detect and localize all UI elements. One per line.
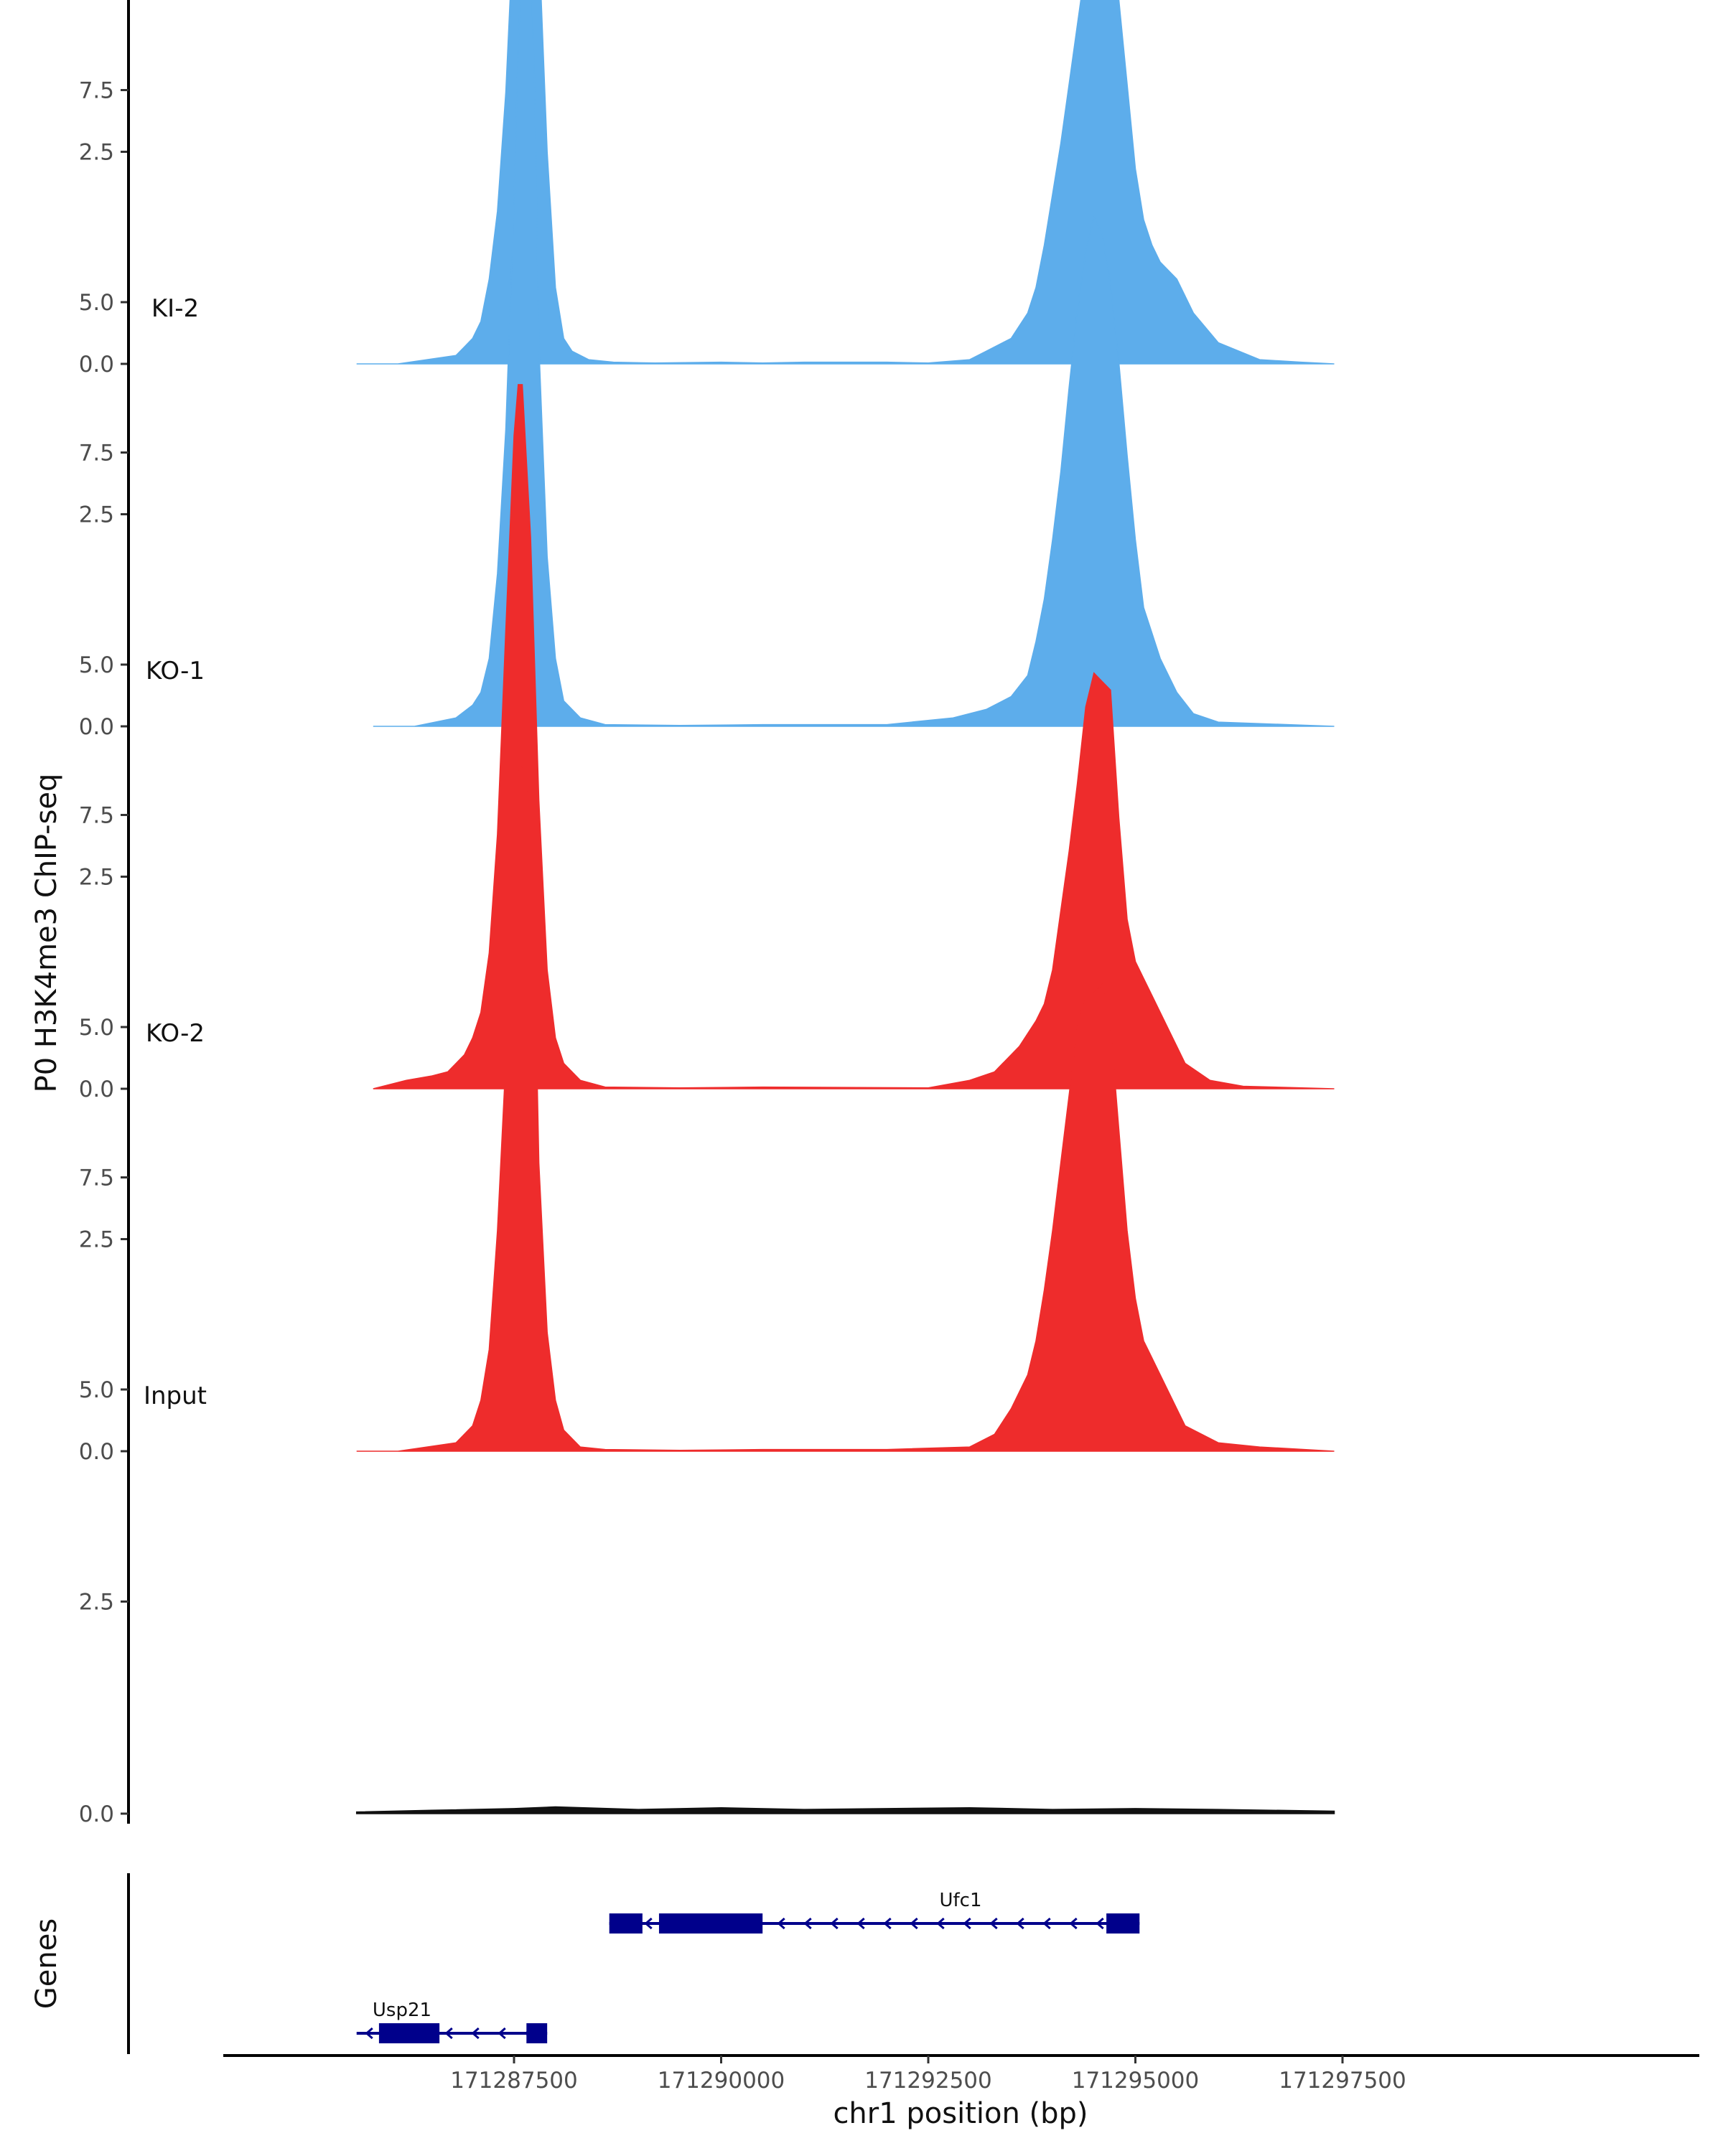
strand-arrow <box>910 1917 918 1930</box>
x-axis: 171287500 171290000 171292500 171295000 1712… <box>223 2054 1699 2094</box>
gene-name: Usp21 <box>373 2000 431 2021</box>
track-ko-1: 0.0 2.5 5.0 7.5 KO-1 <box>79 268 1335 1102</box>
strand-arrow <box>498 2027 506 2040</box>
signal-tracks: 0.02.55.07.5KI-10.02.55.07.5KI-20.02.55.… <box>79 0 1335 1827</box>
strand-arrow <box>1042 1917 1051 1930</box>
track-label: KO-2 <box>146 1019 205 1048</box>
gene-name: Ufc1 <box>939 1890 981 1911</box>
x-axis-title: chr1 position (bp) <box>833 2097 1088 2130</box>
strand-arrow <box>365 2027 373 2040</box>
strand-arrow <box>471 2027 480 2040</box>
y-tick-label: 0.0 <box>79 1077 114 1102</box>
exon <box>658 1913 763 1934</box>
y-tick-label: 7.5 <box>79 803 114 829</box>
y-tick-label: 5.0 <box>79 290 114 316</box>
gene-ufc1: Ufc1 <box>609 1890 1140 1934</box>
track-label: KO-1 <box>146 657 205 685</box>
strand-arrow <box>830 1917 839 1930</box>
strand-arrow <box>644 1917 653 1930</box>
y-tick-label: 0.0 <box>79 352 114 378</box>
track-ki-1: 0.02.55.07.5KI-1 <box>79 0 1335 378</box>
x-tick-label: 171290000 <box>658 2068 785 2094</box>
y-tick-label: 7.5 <box>79 1166 114 1191</box>
strand-arrow <box>856 1917 865 1930</box>
y-tick-label: 5.0 <box>79 1015 114 1041</box>
strand-arrow <box>989 1917 998 1930</box>
y-tick-label: 7.5 <box>79 441 114 467</box>
y-axis-title: P0 H3K4me3 ChIP-seq <box>30 774 63 1093</box>
signal-area <box>373 384 1335 1089</box>
y-tick-label: 2.5 <box>79 1590 114 1616</box>
exon <box>378 2023 440 2043</box>
strand-arrow <box>1016 1917 1024 1930</box>
gene-usp21: Usp21 <box>356 2000 548 2043</box>
y-tick-label: 5.0 <box>79 652 114 678</box>
genes-label: Genes <box>30 1918 63 2009</box>
x-tick-label: 171297500 <box>1279 2068 1406 2094</box>
strand-arrow <box>777 1917 785 1930</box>
strand-arrow <box>803 1917 812 1930</box>
strand-arrow <box>936 1917 945 1930</box>
y-tick-label: 0.0 <box>79 714 114 740</box>
strand-arrow <box>1096 1917 1104 1930</box>
signal-area <box>356 0 1335 365</box>
x-tick-label: 171292500 <box>864 2068 992 2094</box>
exon <box>609 1913 643 1934</box>
y-tick-label: 2.5 <box>79 502 114 528</box>
y-tick-label: 5.0 <box>79 1377 114 1403</box>
genes-track: Genes Usp21 Ufc1 <box>30 1873 1140 2054</box>
track-label: Input <box>144 1382 207 1410</box>
strand-arrow <box>1069 1917 1078 1930</box>
exon <box>526 2023 548 2043</box>
y-tick-label: 2.5 <box>79 140 114 166</box>
x-tick-label: 171295000 <box>1072 2068 1200 2094</box>
x-tick-label: 171287500 <box>450 2068 578 2094</box>
y-tick-label: 0.0 <box>79 1801 114 1827</box>
track-ki-2: 0.0 2.5 5.0 7.5 KI-2 <box>79 0 1335 740</box>
y-tick-label: 2.5 <box>79 1227 114 1253</box>
track-input: 0.0 2.5 5.0 7.5 Input <box>79 993 1335 1827</box>
signal-area <box>355 1806 1335 1814</box>
y-tick-label: 0.0 <box>79 1439 114 1465</box>
strand-arrow <box>444 2027 453 2040</box>
strand-arrow <box>883 1917 892 1930</box>
signal-area <box>356 762 1335 1452</box>
y-tick-label: 2.5 <box>79 865 114 891</box>
exon <box>1106 1913 1140 1934</box>
y-tick-label: 7.5 <box>79 78 114 104</box>
signal-area <box>373 0 1335 727</box>
track-label: KI-2 <box>151 294 199 323</box>
strand-arrow <box>963 1917 971 1930</box>
